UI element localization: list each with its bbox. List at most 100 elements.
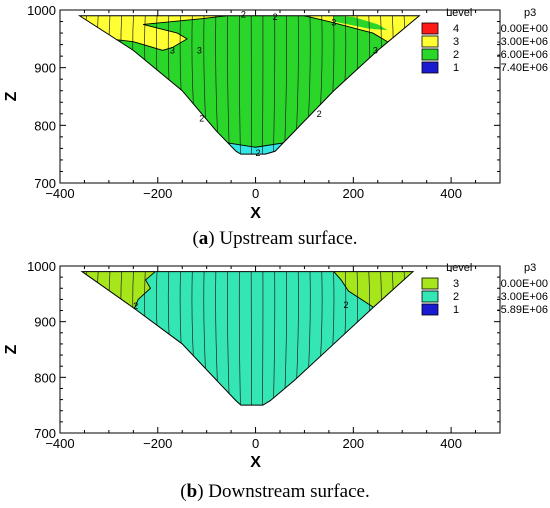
y-tick-label: 700	[34, 176, 56, 191]
x-tick-label: 0	[252, 436, 259, 451]
contour-label: 2	[241, 10, 246, 20]
legend-value: -7.40E+06	[497, 62, 548, 74]
mesh-line	[215, 15, 221, 155]
contour-label: 2	[199, 113, 204, 123]
y-tick-label: 900	[34, 315, 56, 330]
y-tick-label: 800	[34, 370, 56, 385]
mesh-line	[227, 271, 231, 406]
x-tick-label: −200	[143, 436, 172, 451]
contour-label: 3	[170, 45, 175, 55]
panel-caption: (b) Downstream surface.	[180, 481, 369, 502]
x-tick-label: −200	[143, 186, 172, 201]
legend-level: 2	[453, 291, 459, 303]
mesh-line	[203, 271, 210, 406]
contour-line	[79, 15, 227, 51]
legend-level: 1	[453, 304, 459, 316]
legend-value: 0.00E+00	[501, 278, 548, 290]
legend: Level p3 4 0.00E+00 3 -3.00E+06 2 -6.00E+06 1 -7.…	[421, 7, 548, 74]
legend-level: 3	[453, 36, 459, 48]
contour-label: 2	[317, 109, 322, 119]
caption-paren-open: (	[192, 228, 198, 249]
x-tick-label: 200	[342, 186, 364, 201]
legend-swatch	[421, 61, 439, 74]
contour-label: 2	[343, 300, 348, 310]
mesh-line	[293, 271, 299, 406]
legend: Level p3 3 0.00E+00 2 -3.00E+06 1 -5.89E+06	[421, 262, 548, 316]
legend-level: 2	[453, 49, 459, 61]
contour-label: 2	[133, 301, 138, 311]
mesh-line	[227, 15, 231, 155]
legend-value: -3.00E+06	[497, 291, 548, 303]
y-tick-label: 700	[34, 426, 56, 441]
x-tick-label: 400	[440, 436, 462, 451]
legend-value: -6.00E+06	[497, 49, 548, 61]
x-axis-title: X	[250, 454, 261, 471]
caption-letter: b	[187, 481, 198, 502]
legend-swatch	[421, 48, 439, 61]
caption-paren-open: (	[180, 481, 186, 502]
legend-value: -3.00E+06	[497, 36, 548, 48]
mesh-line	[304, 271, 311, 406]
contour-label: 2	[273, 12, 278, 22]
mesh-line	[261, 15, 264, 155]
legend-level: 3	[453, 278, 459, 290]
y-axis-title: Z	[3, 344, 20, 354]
mesh-line	[85, 15, 105, 155]
y-tick-label: 1000	[27, 3, 56, 18]
contour-label: 2	[255, 148, 260, 158]
mesh-line	[215, 271, 221, 406]
valley-outline	[77, 15, 421, 155]
mesh-line	[191, 271, 200, 406]
legend-value: -5.89E+06	[497, 304, 548, 316]
legend-level: 4	[453, 23, 459, 35]
legend-swatch	[421, 22, 439, 35]
contour-line	[304, 15, 420, 69]
mesh-line	[282, 271, 287, 406]
caption-letter: a	[199, 228, 209, 249]
mesh-line	[238, 271, 242, 406]
caption-text: Upstream surface.	[219, 228, 357, 249]
x-tick-label: 200	[342, 436, 364, 451]
x-axis-title: X	[250, 205, 261, 222]
x-tick-label: −400	[45, 186, 74, 201]
mesh-line	[85, 271, 105, 406]
contour-label: 3	[197, 45, 202, 55]
legend-value: 0.00E+00	[501, 23, 548, 35]
x-tick-label: −400	[45, 436, 74, 451]
legend-swatch	[421, 290, 439, 303]
caption-paren-close: )	[208, 228, 219, 249]
mesh-line	[203, 15, 210, 155]
legend-header-var: p3	[524, 7, 536, 19]
mesh-line	[325, 271, 335, 406]
mesh-line	[314, 271, 323, 406]
mesh-line	[293, 15, 299, 155]
mesh-line	[238, 15, 242, 155]
legend-swatch	[421, 303, 439, 316]
caption-text: Downstream surface.	[208, 481, 369, 502]
region-intrusion	[333, 15, 388, 31]
valley-outline	[80, 271, 415, 406]
mesh-line	[304, 15, 311, 155]
contour-label: 3	[373, 45, 378, 55]
mesh-line	[325, 15, 335, 155]
legend-swatch	[421, 35, 439, 48]
y-tick-label: 800	[34, 118, 56, 133]
caption-paren-close: )	[197, 481, 208, 502]
mesh-line	[191, 15, 200, 155]
contour-labels: 2 2 3 3 3 3 2 2 2	[170, 10, 378, 158]
legend-swatch	[421, 277, 439, 290]
y-axis-title: Z	[3, 91, 20, 101]
mesh-line	[272, 15, 276, 155]
legend-level: 1	[453, 62, 459, 74]
mesh-line	[314, 15, 323, 155]
contour-label: 3	[331, 18, 336, 28]
mesh-line	[272, 271, 276, 406]
y-tick-label: 900	[34, 61, 56, 76]
y-tick-label: 1000	[27, 259, 56, 274]
legend-header-var: p3	[524, 262, 536, 274]
legend-header-level: Level	[446, 7, 472, 19]
